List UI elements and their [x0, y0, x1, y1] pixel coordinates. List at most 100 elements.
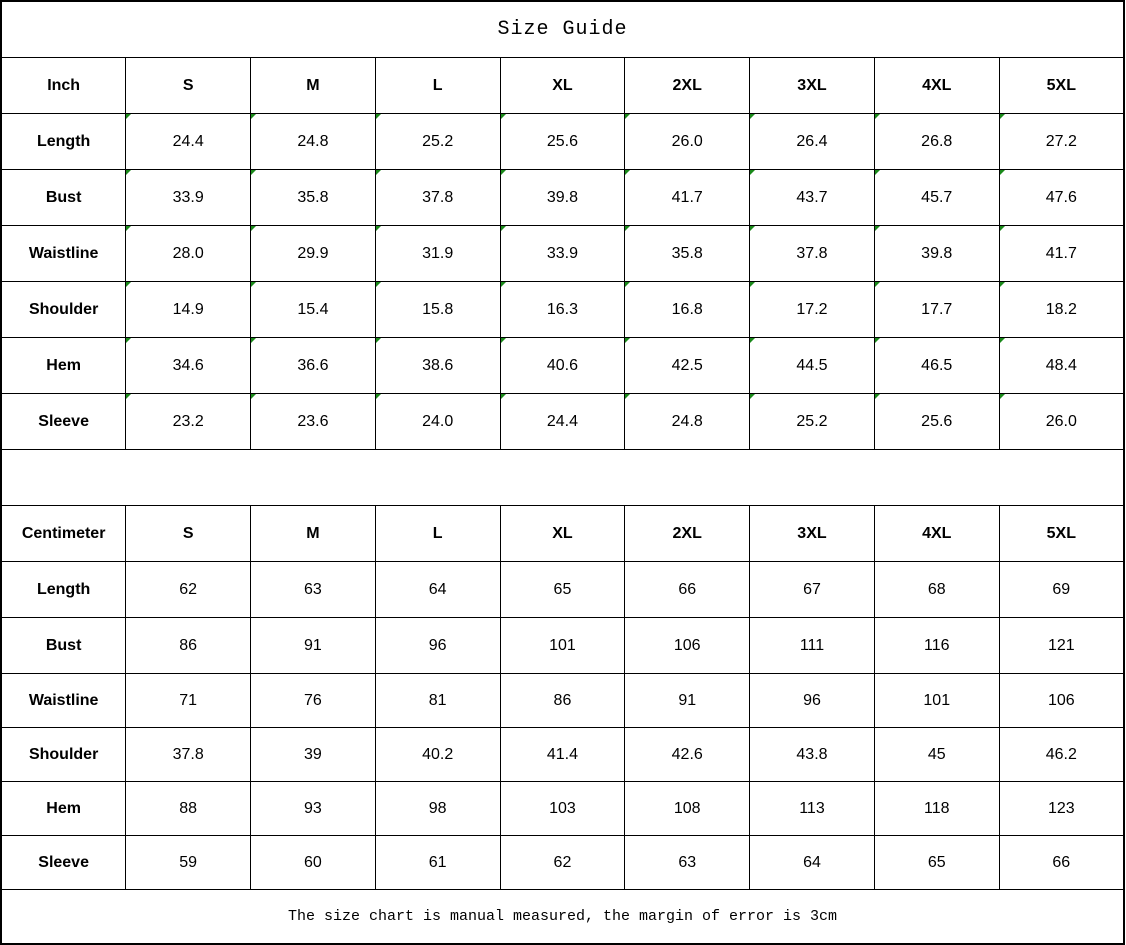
measurement-value: 33.9	[125, 169, 252, 226]
measurement-value: 43.8	[749, 727, 875, 782]
measurement-value: 101	[499, 617, 626, 674]
size-header-xl: XL	[499, 57, 626, 114]
measurement-value: 17.2	[749, 281, 875, 338]
measurement-label: Hem	[0, 337, 127, 394]
measurement-value: 123	[998, 781, 1125, 836]
measurement-value: 96	[749, 673, 875, 728]
measurement-value: 65	[499, 561, 626, 618]
measurement-value: 27.2	[998, 113, 1125, 170]
measurement-value: 81	[374, 673, 501, 728]
measurement-value: 25.2	[749, 393, 875, 450]
measurement-value: 71	[125, 673, 252, 728]
measurement-value: 29.9	[250, 225, 376, 282]
size-header-m: M	[250, 505, 376, 562]
measurement-value: 63	[250, 561, 376, 618]
size-header-2xl: 2XL	[624, 505, 751, 562]
measurement-value: 42.6	[624, 727, 751, 782]
measurement-value: 45.7	[873, 169, 1000, 226]
measurement-value: 106	[624, 617, 751, 674]
measurement-value: 46.2	[998, 727, 1125, 782]
measurement-value: 24.4	[125, 113, 252, 170]
measurement-value: 64	[374, 561, 501, 618]
measurement-value: 36.6	[250, 337, 376, 394]
cm-row-hem: Hem 88 93 98 103 108 113 118 123	[0, 781, 1125, 836]
measurement-value: 65	[873, 835, 1000, 890]
measurement-value: 66	[998, 835, 1125, 890]
measurement-label: Shoulder	[0, 281, 127, 338]
inch-row-shoulder: Shoulder 14.9 15.4 15.8 16.3 16.8 17.2 17.7 18.2	[0, 281, 1125, 338]
measurement-value: 60	[250, 835, 376, 890]
measurement-label: Length	[0, 113, 127, 170]
measurement-value: 69	[998, 561, 1125, 618]
size-header-l: L	[374, 505, 501, 562]
cm-row-bust: Bust 86 91 96 101 106 111 116 121	[0, 617, 1125, 674]
inch-row-bust: Bust 33.9 35.8 37.8 39.8 41.7 43.7 45.7 47.6	[0, 169, 1125, 226]
size-header-m: M	[250, 57, 376, 114]
measurement-value: 37.8	[125, 727, 252, 782]
size-header-3xl: 3XL	[749, 57, 875, 114]
measurement-value: 24.4	[499, 393, 626, 450]
measurement-value: 59	[125, 835, 252, 890]
measurement-value: 41.7	[998, 225, 1125, 282]
spacer-row	[0, 449, 1125, 506]
measurement-value: 40.6	[499, 337, 626, 394]
measurement-value: 25.6	[873, 393, 1000, 450]
measurement-value: 96	[374, 617, 501, 674]
measurement-label: Sleeve	[0, 393, 127, 450]
measurement-value: 31.9	[374, 225, 501, 282]
measurement-value: 62	[125, 561, 252, 618]
cm-row-length: Length 62 63 64 65 66 67 68 69	[0, 561, 1125, 618]
measurement-label: Bust	[0, 617, 127, 674]
measurement-value: 18.2	[998, 281, 1125, 338]
measurement-value: 17.7	[873, 281, 1000, 338]
measurement-value: 15.4	[250, 281, 376, 338]
measurement-value: 39	[250, 727, 376, 782]
measurement-value: 15.8	[374, 281, 501, 338]
measurement-value: 14.9	[125, 281, 252, 338]
inch-row-waistline: Waistline 28.0 29.9 31.9 33.9 35.8 37.8 39.8 41.…	[0, 225, 1125, 282]
measurement-label: Waistline	[0, 673, 127, 728]
cm-row-sleeve: Sleeve 59 60 61 62 63 64 65 66	[0, 835, 1125, 890]
size-header-2xl: 2XL	[624, 57, 751, 114]
measurement-value: 64	[749, 835, 875, 890]
measurement-value: 103	[499, 781, 626, 836]
measurement-value: 24.8	[250, 113, 376, 170]
measurement-value: 111	[749, 617, 875, 674]
measurement-value: 76	[250, 673, 376, 728]
measurement-value: 86	[125, 617, 252, 674]
measurement-label: Waistline	[0, 225, 127, 282]
measurement-value: 24.0	[374, 393, 501, 450]
measurement-value: 35.8	[250, 169, 376, 226]
measurement-value: 33.9	[499, 225, 626, 282]
measurement-value: 26.4	[749, 113, 875, 170]
measurement-value: 24.8	[624, 393, 751, 450]
size-header-4xl: 4XL	[873, 505, 1000, 562]
measurement-value: 41.7	[624, 169, 751, 226]
cm-unit-header: Centimeter	[0, 505, 127, 562]
size-header-4xl: 4XL	[873, 57, 1000, 114]
measurement-value: 98	[374, 781, 501, 836]
measurement-value: 61	[374, 835, 501, 890]
measurement-value: 44.5	[749, 337, 875, 394]
measurement-value: 101	[873, 673, 1000, 728]
size-guide-title: Size Guide	[0, 0, 1125, 58]
measurement-value: 34.6	[125, 337, 252, 394]
measurement-value: 39.8	[873, 225, 1000, 282]
measurement-value: 108	[624, 781, 751, 836]
measurement-value: 37.8	[374, 169, 501, 226]
measurement-value: 63	[624, 835, 751, 890]
cm-row-waistline: Waistline 71 76 81 86 91 96 101 106	[0, 673, 1125, 728]
measurement-value: 116	[873, 617, 1000, 674]
measurement-value: 62	[499, 835, 626, 890]
size-header-5xl: 5XL	[998, 57, 1125, 114]
inch-unit-header: Inch	[0, 57, 127, 114]
measurement-value: 43.7	[749, 169, 875, 226]
measurement-value: 40.2	[374, 727, 501, 782]
measurement-value: 16.3	[499, 281, 626, 338]
measurement-value: 113	[749, 781, 875, 836]
measurement-value: 26.0	[998, 393, 1125, 450]
measurement-value: 38.6	[374, 337, 501, 394]
measurement-label: Shoulder	[0, 727, 127, 782]
measurement-value: 67	[749, 561, 875, 618]
